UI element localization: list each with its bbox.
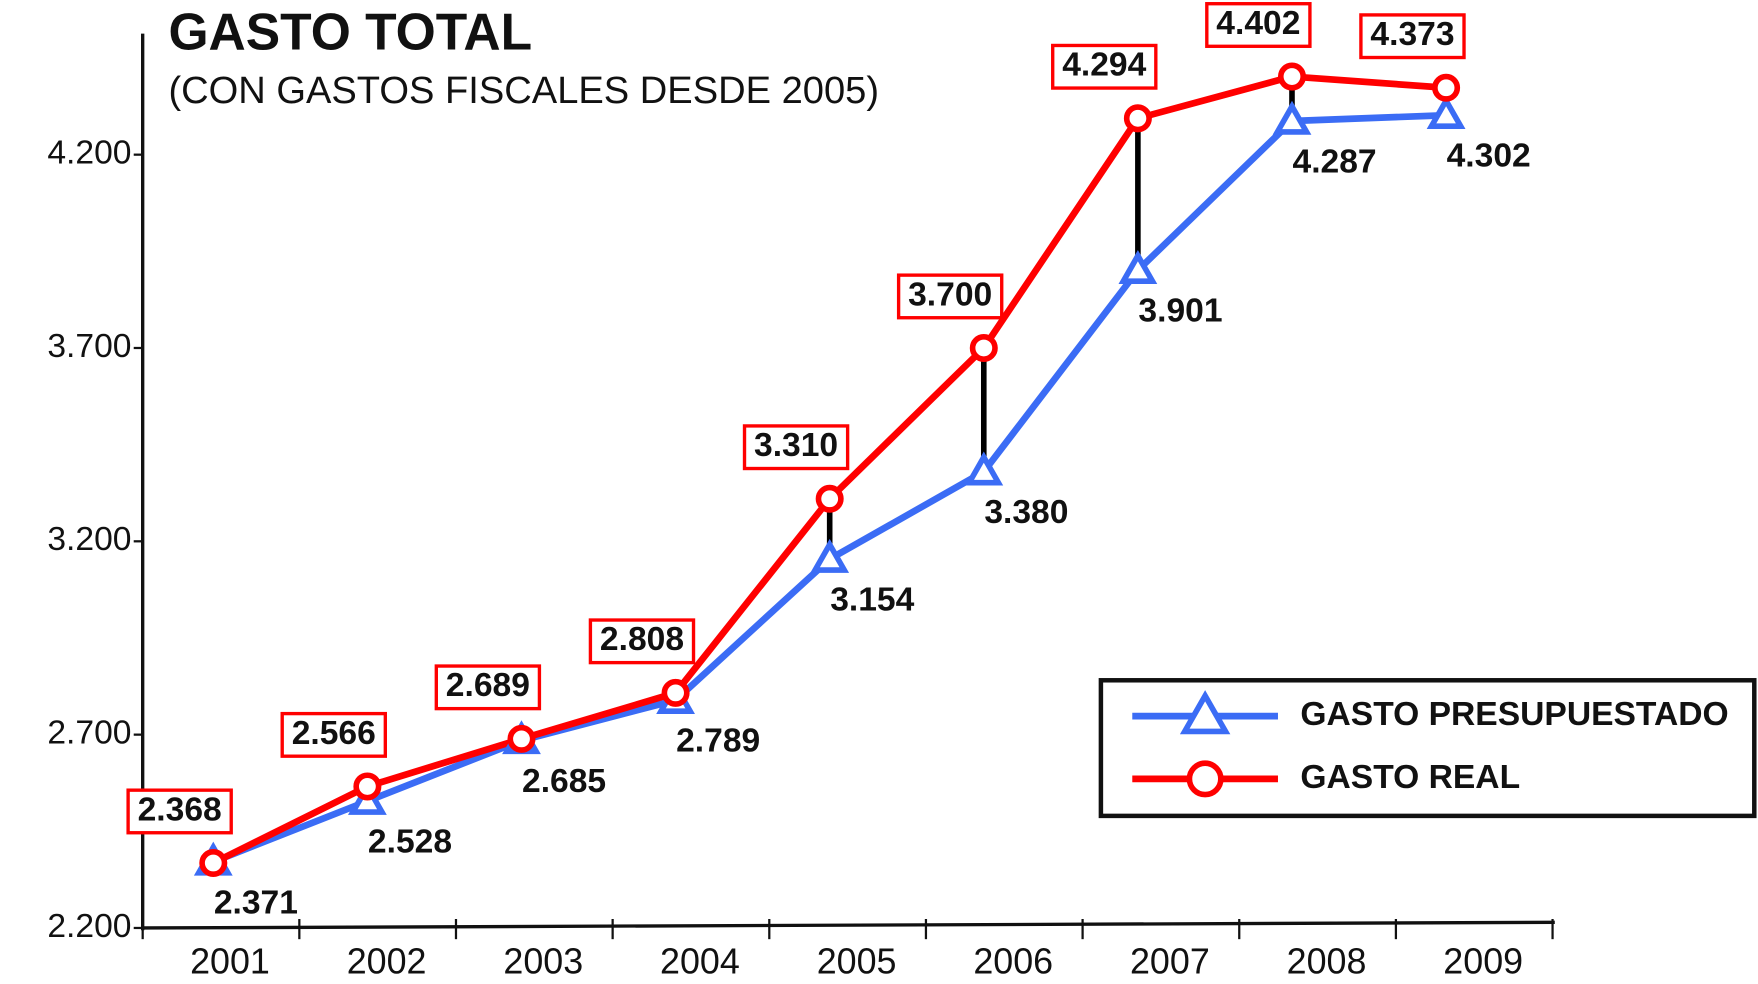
marker <box>507 724 536 753</box>
y-tick-label: 3.700 <box>47 328 131 365</box>
chart-title: GASTO TOTAL <box>168 2 532 60</box>
value-label: 3.310 <box>754 427 838 464</box>
marker <box>1179 690 1231 735</box>
x-tick-label: 2006 <box>973 941 1053 981</box>
value-label: 3.154 <box>830 582 914 619</box>
label-frame <box>896 273 1004 320</box>
marker <box>1432 73 1461 102</box>
value-label-box: 3.700 <box>896 273 1004 320</box>
y-tick-label: 2.200 <box>47 908 131 945</box>
value-label: 4.373 <box>1370 16 1454 53</box>
marker <box>661 678 690 707</box>
y-tick-label: 4.200 <box>47 135 131 172</box>
label-frame <box>1205 2 1312 48</box>
legend-label: GASTO REAL <box>1300 759 1520 796</box>
x-tick-label: 2001 <box>190 941 270 981</box>
value-label: 3.380 <box>984 494 1068 531</box>
value-label: 4.294 <box>1062 47 1146 84</box>
label-frame <box>588 618 696 665</box>
marker <box>1186 760 1224 798</box>
label-frame <box>434 664 542 711</box>
marker <box>1118 250 1158 284</box>
marker <box>815 484 844 513</box>
value-label: 3.901 <box>1138 293 1222 330</box>
label-frame <box>1359 13 1466 60</box>
chart-subtitle: (CON GASTOS FISCALES DESDE 2005) <box>168 70 879 112</box>
value-label: 2.789 <box>676 723 760 760</box>
value-label-box: 2.566 <box>280 711 387 758</box>
marker <box>1426 95 1466 129</box>
value-label-box: 4.294 <box>1051 43 1158 90</box>
x-tick-label: 2002 <box>347 941 427 981</box>
marker <box>1123 104 1152 133</box>
label-frame <box>280 711 387 758</box>
legend-label: GASTO PRESUPUESTADO <box>1300 696 1728 733</box>
value-label: 2.566 <box>292 715 376 752</box>
y-tick-label: 3.200 <box>47 521 131 558</box>
y-tick-label: 2.700 <box>47 715 131 752</box>
x-axis <box>142 920 1555 930</box>
value-label: 2.689 <box>446 667 530 704</box>
x-tick-label: 2007 <box>1130 941 1210 981</box>
value-label: 4.402 <box>1216 5 1300 42</box>
marker <box>1272 100 1312 135</box>
value-label: 3.700 <box>908 276 992 313</box>
value-label: 2.528 <box>368 824 452 861</box>
x-tick-label: 2008 <box>1287 941 1367 981</box>
x-tick-label: 2005 <box>817 941 897 981</box>
marker <box>969 333 998 362</box>
x-tick-label: 2003 <box>503 941 583 981</box>
x-tick-label: 2009 <box>1443 941 1523 981</box>
value-label-box: 4.402 <box>1205 2 1312 48</box>
label-frame <box>742 424 850 471</box>
value-label: 2.808 <box>600 621 684 658</box>
value-label-box: 3.310 <box>742 424 850 471</box>
value-label: 4.302 <box>1447 138 1531 175</box>
value-label: 2.371 <box>214 884 298 921</box>
value-label-box: 4.373 <box>1359 13 1466 60</box>
value-label-box: 2.808 <box>588 618 696 665</box>
value-label-box: 2.368 <box>126 788 233 835</box>
value-label: 4.287 <box>1293 143 1377 180</box>
value-label: 2.368 <box>138 791 222 828</box>
marker <box>964 451 1004 486</box>
marker <box>1277 62 1306 91</box>
marker <box>199 848 228 878</box>
marker <box>353 772 382 801</box>
x-tick-label: 2004 <box>660 941 740 981</box>
marker <box>810 538 850 573</box>
label-frame <box>126 788 233 835</box>
label-frame <box>1051 43 1158 90</box>
value-label-box: 2.689 <box>434 664 542 711</box>
value-label: 2.685 <box>522 763 606 800</box>
